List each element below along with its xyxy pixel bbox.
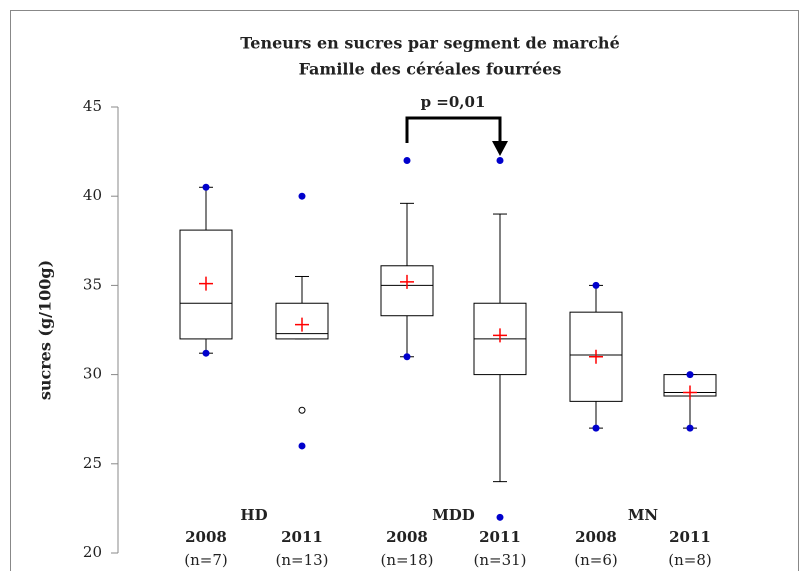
- chart-title: Teneurs en sucres par segment de marché: [240, 34, 620, 53]
- group-label: HD: [240, 506, 267, 524]
- bracket: [405, 116, 502, 145]
- group-label: MN: [628, 506, 659, 524]
- box: [380, 265, 434, 317]
- outlier: [686, 424, 694, 432]
- y-tick-label: 45: [83, 97, 102, 115]
- count-label: (n=31): [473, 551, 526, 569]
- count-label: (n=6): [574, 551, 617, 569]
- y-tick-label: 35: [83, 275, 102, 293]
- y-tick-label: 30: [83, 365, 102, 383]
- mean-marker: [199, 276, 213, 291]
- outlier: [403, 353, 411, 361]
- count-label: (n=7): [184, 551, 227, 569]
- group-label: MDD: [432, 506, 475, 524]
- y-tick-label: 25: [83, 454, 102, 472]
- x-tick-label: 2008: [386, 528, 428, 546]
- count-label: (n=8): [668, 551, 711, 569]
- y-tick-label: 40: [83, 186, 102, 204]
- outlier-open: [298, 406, 306, 414]
- x-tick-label: 2008: [185, 528, 227, 546]
- y-axis-label: sucres (g/100g): [36, 260, 55, 400]
- outlier: [496, 157, 504, 165]
- mean-marker: [589, 349, 603, 364]
- mean-marker: [683, 385, 697, 400]
- mean-marker: [295, 317, 309, 332]
- outlier: [202, 183, 210, 191]
- y-tick-label: 20: [83, 543, 102, 561]
- mean-marker: [493, 328, 507, 343]
- count-label: (n=13): [275, 551, 328, 569]
- count-label: (n=18): [380, 551, 433, 569]
- outlier: [686, 371, 694, 379]
- annotation: p =0,01: [421, 93, 486, 111]
- chart-border: [10, 10, 799, 571]
- x-tick-label: 2008: [575, 528, 617, 546]
- outlier: [592, 424, 600, 432]
- outlier: [298, 192, 306, 200]
- arrow-head: [492, 141, 508, 156]
- x-tick-label: 2011: [479, 528, 521, 546]
- outlier: [202, 349, 210, 357]
- chart-subtitle: Famille des céréales fourrées: [299, 60, 562, 79]
- outlier: [403, 157, 411, 165]
- x-tick-label: 2011: [669, 528, 711, 546]
- outlier: [298, 442, 306, 450]
- outlier: [592, 281, 600, 289]
- outlier: [496, 513, 504, 521]
- x-tick-label: 2011: [281, 528, 323, 546]
- mean-marker: [400, 274, 414, 289]
